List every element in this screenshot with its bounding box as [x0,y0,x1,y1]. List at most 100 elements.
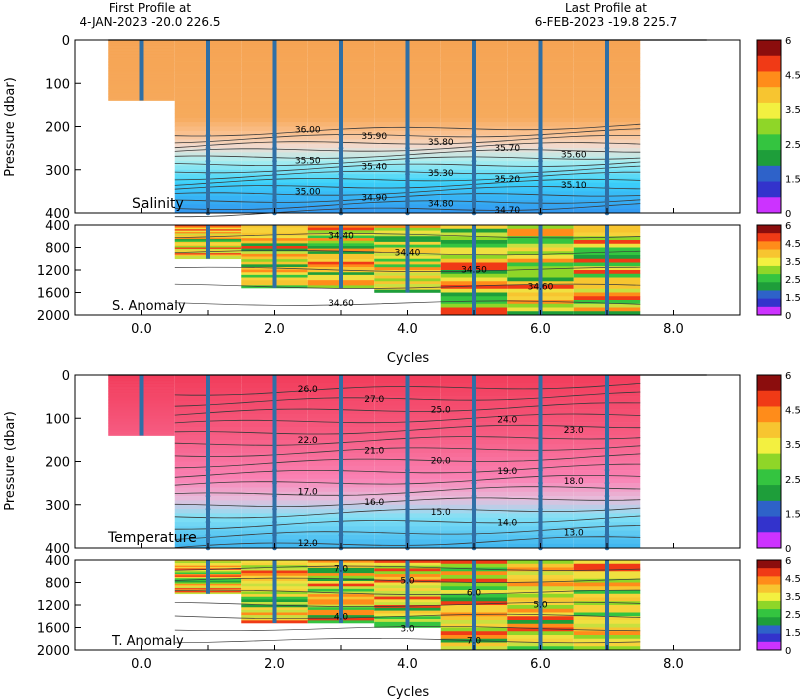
colorbar-swatch [757,55,781,72]
y-tick-label: 400 [45,542,70,557]
x-tick-label: 8.0 [663,322,684,337]
profile-sample-dot [338,158,344,164]
profile-sample-dot [338,532,344,538]
colorbar-tick-label: 6 [785,221,791,232]
profile-sample-dot [272,132,277,138]
profile-sample-dot [205,493,211,499]
x-tick-label: 0.0 [131,657,152,672]
profile-sample-dot [272,493,277,499]
x-tick-label: 4.0 [397,657,418,672]
profile-sample-dot [338,506,344,512]
profile-sample-dot [205,197,211,203]
profile-sample-dot [604,184,610,190]
salinity-contour-label: 35.80 [428,138,454,148]
profile-sample-dot [338,145,344,151]
colorbar-tick-label: 4.5 [785,71,800,82]
colorbar-swatch [757,257,781,267]
salinity-anomaly-contour-line [174,300,641,306]
profile-sample-dot [471,158,477,164]
x-tick-label: 8.0 [663,657,684,672]
profile-sample-dot [538,532,543,538]
x-tick-label: 6.0 [530,322,551,337]
colorbar-swatch [757,390,781,407]
colorbar-frame [756,224,782,316]
colorbar-swatch [757,532,781,549]
colorbar-swatch [757,265,781,275]
profile-sample-dot [405,467,410,473]
temperature-anomaly-contour-label: 3.0 [400,625,415,635]
first-profile-line2: 4-JAN-2023 -20.0 226.5 [79,15,220,29]
profile-sample-dot [604,132,610,138]
colorbar-swatch [757,592,781,602]
profile-sample-dot [471,480,477,486]
profile-sample-dot [405,480,410,486]
profile-sample-dot [538,467,543,473]
colorbar-swatch [757,274,781,283]
salinity-anomaly-contour-label: 34.50 [461,265,487,275]
temperature-contour-label: 22.0 [298,436,318,446]
profile-sample-dot [604,158,610,164]
profile-sample-dot [405,493,410,499]
colorbar-swatch [757,641,781,651]
salinity-contour-label: 35.90 [361,132,387,142]
temperature-anomaly-contour-label: 7.0 [334,564,349,574]
colorbar-frame [756,559,782,651]
colorbar-frame [756,374,782,549]
profile-sample-dot [205,480,211,486]
salinity-contour-label: 34.90 [361,194,387,204]
colorbar-swatch [757,406,781,423]
y-tick-label: 1200 [37,599,70,614]
temperature-contour-label: 19.0 [497,467,517,477]
salinity-anomaly-contour-label: 34.60 [328,299,354,309]
temperature-contour-label: 25.0 [431,405,451,415]
profile-sample-dot [405,158,410,164]
y-tick-label: 1600 [37,622,70,637]
colorbar-swatch [757,241,781,251]
y-tick-label: 2000 [37,644,70,659]
salinity-contour-label: 35.50 [295,156,321,166]
temperature-contour-label: 27.0 [364,395,384,405]
colorbar-swatch [757,500,781,518]
temperature-contour-label: 26.0 [298,385,318,395]
salinity-contour-label: 36.00 [295,126,321,136]
salinity-anomaly-contour-label: 34.40 [328,232,354,242]
colorbar-swatch [757,71,781,88]
salinity-anomaly-contour-label: 34.60 [528,282,554,292]
salinity-anomaly-contour-label: 34.40 [395,249,421,259]
profile-sample-dot [405,145,410,151]
y-tick-label: 800 [45,577,70,592]
colorbar-tick-label: 2.5 [785,475,800,486]
profile-sample-dot [538,132,543,138]
colorbar-swatch [757,617,781,626]
y-tick-label: 1200 [37,264,70,279]
profile-sample-dot [471,532,477,538]
colorbar-swatch [757,197,781,214]
profile-sample-dot [538,506,543,512]
temperature-contour-label: 18.0 [564,477,584,487]
profile-sample-dot [205,145,211,151]
colorbar-swatch [757,181,781,198]
colorbar-swatch [757,633,781,643]
profile-sample-dot [205,184,211,190]
temperature-contour-label: 20.0 [431,457,451,467]
first-profile-line1: First Profile at [109,1,192,15]
colorbar-tick-label: 1.5 [785,509,800,520]
y-tick-label: 200 [45,121,70,136]
temperature-contour-label: 13.0 [564,529,584,539]
y-tick-label: 100 [45,77,70,92]
profile-sample-dot [272,519,277,525]
colorbar-swatch [757,422,781,439]
profile-sample-dot [405,171,410,177]
y-axis-label-salinity: Pressure (dbar) [3,77,18,177]
colorbar-tick-label: 2.5 [785,140,800,151]
colorbar-tick-label: 3.5 [785,440,800,451]
temperature-contour-label: 21.0 [364,446,384,456]
colorbar-tick-label: 2.5 [785,610,800,621]
colorbar-swatch [757,225,781,234]
salinity-contour-label: 35.10 [561,181,587,191]
profile-sample-dot [272,145,277,151]
profile-sample-dot [471,197,477,203]
profile-sample-dot [538,493,543,499]
profile-sample-dot [405,184,410,190]
